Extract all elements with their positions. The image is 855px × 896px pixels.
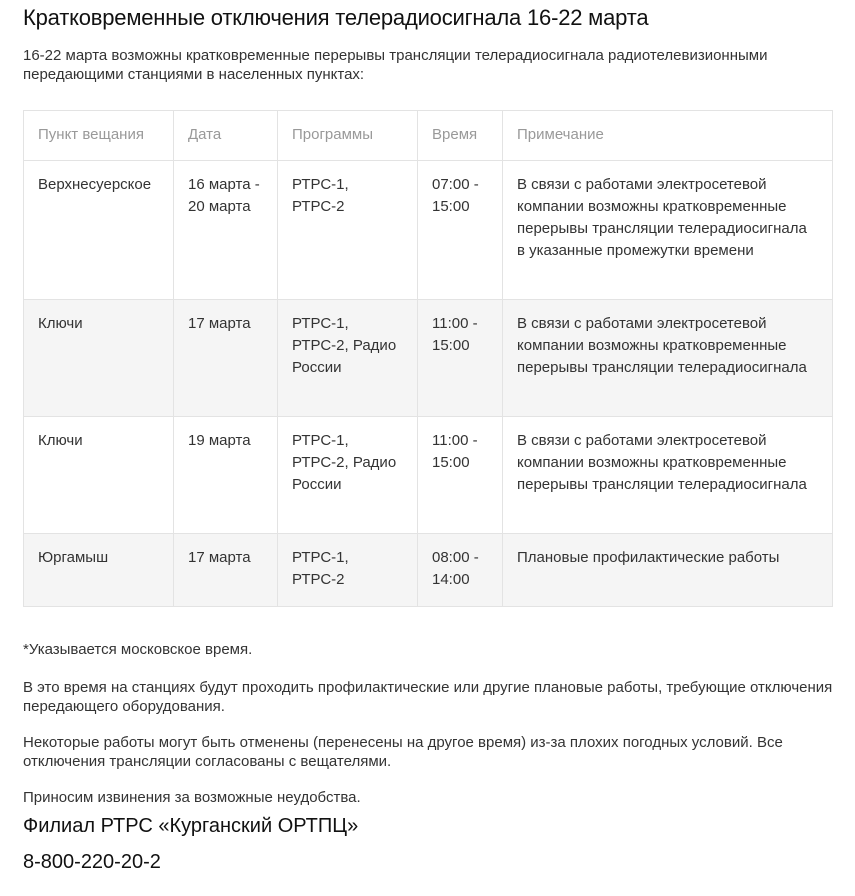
note-weather: Некоторые работы могут быть отменены (пе… [23,734,783,770]
cell-location: Ключи [23,416,174,534]
cell-programs: РТРС-1, РТРС-2, Радио России [277,299,418,417]
cell-programs: РТРС-1, РТРС-2 [277,533,418,607]
outage-table: Пункт вещания Дата Программы Время Приме… [23,110,833,607]
cell-location: Верхнесуерское [23,160,174,300]
page-title: Кратковременные отключения телерадиосигн… [23,5,649,30]
cell-programs: РТРС-1, РТРС-2, Радио России [277,416,418,534]
table-row: Юргамыш 17 марта РТРС-1, РТРС-2 08:00 - … [23,533,833,607]
cell-note: Плановые профилактические работы [502,533,833,607]
header-programs: Программы [277,110,418,161]
cell-time: 08:00 - 14:00 [417,533,503,607]
cell-date: 19 марта [173,416,278,534]
cell-note: В связи с работами электросетевой компан… [502,416,833,534]
cell-time: 11:00 - 15:00 [417,416,503,534]
table-row: Верхнесуерское 16 марта - 20 марта РТРС-… [23,160,833,300]
header-location: Пункт вещания [23,110,174,161]
cell-location: Ключи [23,299,174,417]
cell-note: В связи с работами электросетевой компан… [502,299,833,417]
cell-location: Юргамыш [23,533,174,607]
header-time: Время [417,110,503,161]
table-row: Ключи 17 марта РТРС-1, РТРС-2, Радио Рос… [23,299,833,417]
cell-date: 17 марта [173,533,278,607]
cell-time: 07:00 - 15:00 [417,160,503,300]
cell-note: В связи с работами электросетевой компан… [502,160,833,300]
intro-text: 16-22 марта возможны кратковременные пер… [23,47,768,83]
signature: Филиал РТРС «Курганский ОРТПЦ» [23,815,359,837]
note-apology: Приносим извинения за возможные неудобст… [23,789,361,806]
cell-date: 16 марта - 20 марта [173,160,278,300]
header-note: Примечание [502,110,833,161]
phone-number: 8-800-220-20-2 [23,851,161,873]
cell-time: 11:00 - 15:00 [417,299,503,417]
note-maintenance: В это время на станциях будут проходить … [23,679,833,715]
table-row: Ключи 19 марта РТРС-1, РТРС-2, Радио Рос… [23,416,833,534]
table-header-row: Пункт вещания Дата Программы Время Приме… [23,110,833,161]
note-moscow-time: *Указывается московское время. [23,641,253,658]
cell-date: 17 марта [173,299,278,417]
header-date: Дата [173,110,278,161]
cell-programs: РТРС-1, РТРС-2 [277,160,418,300]
